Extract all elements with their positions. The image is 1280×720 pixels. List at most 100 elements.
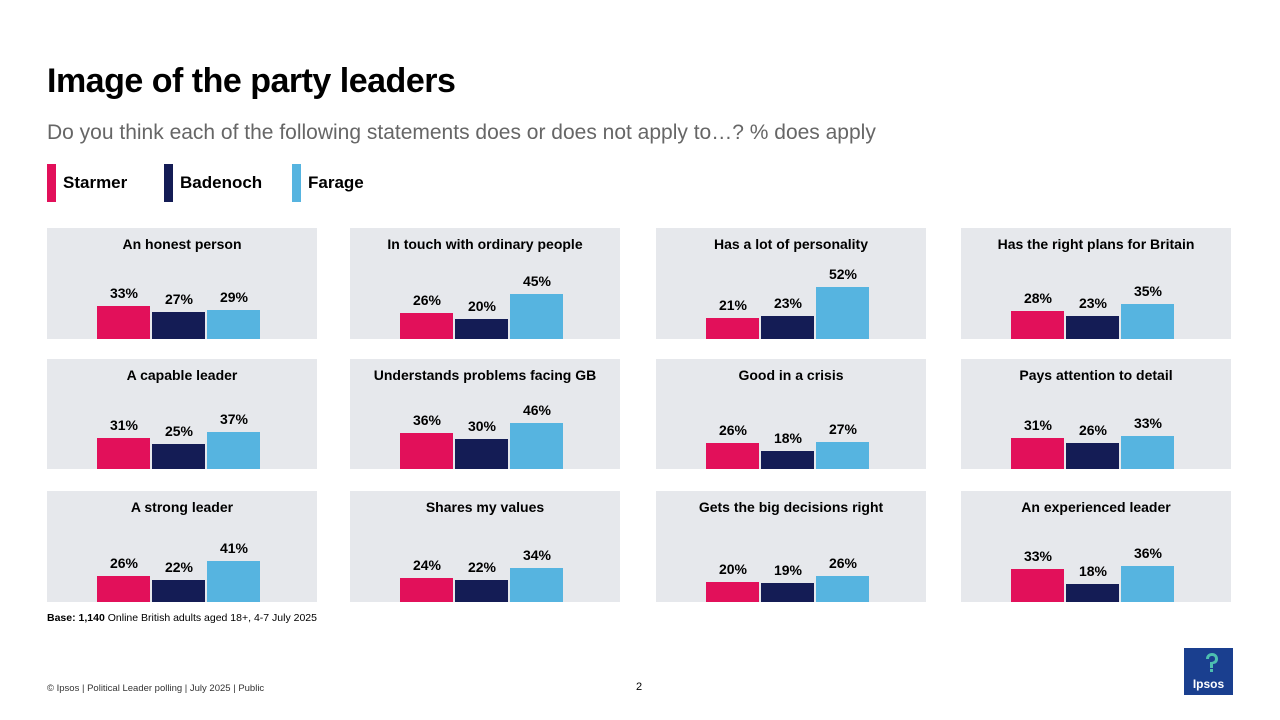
bar-farage (207, 432, 260, 469)
bar-farage (510, 423, 563, 469)
bar-starmer (97, 576, 150, 602)
panel-label: Pays attention to detail (1019, 367, 1173, 383)
bar-starmer (706, 318, 759, 339)
bar-badenoch (152, 444, 205, 469)
page-title: Image of the party leaders (47, 62, 456, 100)
bar-value-label: 26% (1078, 422, 1108, 438)
legend-label: Badenoch (180, 173, 263, 192)
bar-badenoch (761, 451, 814, 469)
bar-value-label: 37% (219, 411, 249, 427)
legend-swatch (164, 164, 173, 202)
chart-panel: An experienced leader 33% 18% 36% (961, 491, 1231, 602)
chart-panel: A capable leader 31% 25% 37% (47, 359, 317, 469)
bar-value-label: 26% (828, 555, 858, 571)
bar-value-label: 31% (109, 417, 139, 433)
bar-farage (1121, 436, 1174, 469)
bar-farage (1121, 566, 1174, 602)
bar-value-label: 41% (219, 540, 249, 556)
bar-value-label: 33% (109, 285, 139, 301)
page-number: 2 (636, 681, 643, 693)
page-subtitle: Do you think each of the following state… (47, 121, 876, 144)
bar-value-label: 22% (164, 559, 194, 575)
bar-farage (207, 310, 260, 339)
bar-value-label: 18% (1078, 563, 1108, 579)
legend-label: Starmer (63, 173, 128, 192)
bar-value-label: 46% (522, 402, 552, 418)
bar-value-label: 35% (1133, 283, 1163, 299)
bar-farage (816, 287, 869, 339)
bar-value-label: 24% (412, 557, 442, 573)
bar-badenoch (761, 316, 814, 339)
base-note: Base: 1,140 Online British adults aged 1… (47, 612, 317, 624)
base-text: Online British adults aged 18+, 4-7 July… (107, 612, 317, 624)
bar-starmer (706, 582, 759, 602)
bar-starmer (400, 313, 453, 339)
chart-panel: Shares my values 24% 22% 34% (350, 491, 620, 602)
bar-badenoch (761, 583, 814, 602)
bar-starmer (1011, 438, 1064, 469)
panel-label: Good in a crisis (738, 367, 844, 383)
chart-panel: Understands problems facing GB 36% 30% 46% (350, 359, 620, 469)
bar-starmer (400, 433, 453, 469)
bar-value-label: 27% (828, 421, 858, 437)
bar-value-label: 34% (522, 547, 552, 563)
panel-label: Gets the big decisions right (698, 499, 884, 515)
bar-value-label: 27% (164, 291, 194, 307)
bar-farage (510, 294, 563, 339)
bar-farage (510, 568, 563, 602)
bar-value-label: 36% (412, 412, 442, 428)
bar-badenoch (455, 439, 508, 469)
bar-farage (1121, 304, 1174, 339)
panel-label: Shares my values (425, 499, 545, 515)
bar-starmer (400, 578, 453, 602)
legend-swatch (47, 164, 56, 202)
bar-value-label: 18% (773, 430, 803, 446)
bar-value-label: 31% (1023, 417, 1053, 433)
legend-item-starmer: Starmer (47, 164, 127, 202)
panel-label: Understands problems facing GB (373, 367, 597, 383)
bar-value-label: 33% (1023, 548, 1053, 564)
chart-panel: Has the right plans for Britain 28% 23% 35% (961, 228, 1231, 339)
bar-starmer (706, 443, 759, 469)
bar-starmer (1011, 311, 1064, 339)
bar-farage (816, 442, 869, 469)
bar-value-label: 26% (412, 292, 442, 308)
bar-farage (207, 561, 260, 602)
chart-panel: Gets the big decisions right 20% 19% 26% (656, 491, 926, 602)
ipsos-logo: Ipsos (1184, 648, 1233, 695)
panel-label: Has a lot of personality (713, 236, 869, 252)
bar-badenoch (152, 312, 205, 339)
bar-value-label: 19% (773, 562, 803, 578)
bar-starmer (97, 306, 150, 339)
bar-badenoch (455, 319, 508, 339)
legend-item-badenoch: Badenoch (164, 164, 262, 202)
bar-value-label: 22% (467, 559, 497, 575)
bar-value-label: 20% (467, 298, 497, 314)
legend-swatch (292, 164, 301, 202)
panel-label: In touch with ordinary people (387, 236, 583, 252)
bar-value-label: 29% (219, 289, 249, 305)
bar-starmer (1011, 569, 1064, 602)
footer-text: © Ipsos | Political Leader polling | Jul… (47, 683, 265, 694)
base-label: Base: (47, 612, 76, 624)
bar-value-label: 23% (1078, 295, 1108, 311)
chart-panel: Has a lot of personality 21% 23% 52% (656, 228, 926, 339)
panel-label: A capable leader (126, 367, 238, 383)
bar-value-label: 25% (164, 423, 194, 439)
panel-label: Has the right plans for Britain (997, 236, 1195, 252)
bar-badenoch (1066, 316, 1119, 339)
bar-value-label: 36% (1133, 545, 1163, 561)
bar-badenoch (1066, 443, 1119, 469)
chart-panel: In touch with ordinary people 26% 20% 45% (350, 228, 620, 339)
legend-label: Farage (308, 173, 364, 192)
bar-starmer (97, 438, 150, 469)
logo-mark-icon (1206, 653, 1218, 672)
bar-farage (816, 576, 869, 602)
chart-panel: Good in a crisis 26% 18% 27% (656, 359, 926, 469)
bar-value-label: 52% (828, 266, 858, 282)
chart-panel: Pays attention to detail 31% 26% 33% (961, 359, 1231, 469)
panel-label: An honest person (122, 236, 242, 252)
bar-value-label: 33% (1133, 415, 1163, 431)
logo-text: Ipsos (1192, 677, 1225, 691)
chart-panel: An honest person 33% 27% 29% (47, 228, 317, 339)
